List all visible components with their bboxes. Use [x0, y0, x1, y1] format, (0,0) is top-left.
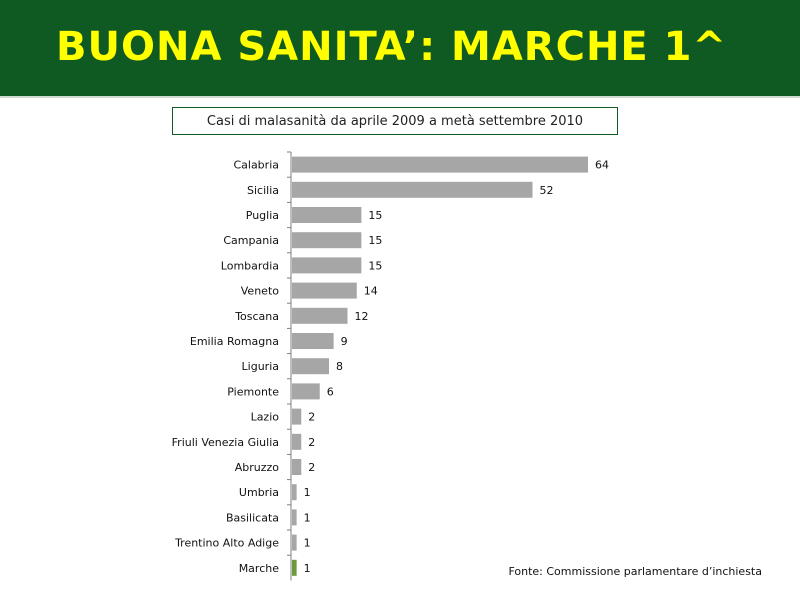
bar [292, 282, 357, 299]
slide-title: BUONA SANITA’: MARCHE 1^ [56, 24, 728, 70]
data-label: 64 [595, 159, 609, 172]
data-label: 2 [308, 436, 315, 449]
data-label: 52 [540, 184, 554, 197]
category-label: Piemonte [227, 385, 279, 398]
bar [292, 534, 297, 551]
data-label: 12 [355, 310, 369, 323]
data-label: 6 [327, 385, 334, 398]
title-banner: BUONA SANITA’: MARCHE 1^ [0, 0, 800, 98]
bar [292, 509, 297, 526]
category-label: Trentino Alto Adige [174, 537, 279, 550]
bar [292, 307, 348, 324]
category-label: Basilicata [226, 511, 279, 524]
bar-chart: Calabria 64 Sicilia 52 Puglia 15 Campania 15 Lom… [172, 151, 609, 581]
bar [292, 181, 533, 198]
category-label: Campania [223, 234, 279, 247]
category-label: Liguria [242, 360, 279, 373]
category-label: Toscana [234, 310, 279, 323]
bar [292, 156, 588, 173]
category-label: Lazio [251, 411, 280, 424]
data-label: 15 [368, 259, 382, 272]
bar [292, 257, 362, 274]
category-label: Abruzzo [235, 461, 280, 474]
data-label: 9 [341, 335, 348, 348]
data-label: 2 [308, 411, 315, 424]
data-label: 1 [304, 486, 311, 499]
category-label: Calabria [233, 159, 279, 172]
category-label: Veneto [241, 285, 279, 298]
source-note: Fonte: Commissione parlamentare d’inchie… [508, 565, 762, 578]
bar [292, 207, 362, 223]
data-label: 8 [336, 360, 343, 373]
category-label: Umbria [239, 486, 279, 499]
bar [292, 333, 334, 349]
data-label: 2 [308, 461, 315, 474]
data-label: 1 [304, 537, 311, 550]
bar [292, 383, 320, 400]
category-label: Friuli Venezia Giulia [172, 436, 279, 449]
bar [292, 232, 362, 249]
category-label: Emilia Romagna [190, 335, 279, 348]
chart-title: Casi di malasanità da aprile 2009 a metà… [172, 107, 618, 135]
data-label: 15 [368, 234, 382, 247]
bar [292, 559, 297, 576]
category-label: Marche [239, 562, 280, 575]
bar [292, 408, 302, 425]
bar [292, 358, 329, 375]
data-label: 15 [368, 209, 382, 222]
category-label: Lombardia [221, 259, 279, 272]
bar [292, 459, 302, 475]
bar [292, 484, 297, 501]
data-label: 1 [304, 562, 311, 575]
category-label: Sicilia [247, 184, 279, 197]
bar [292, 433, 302, 450]
category-label: Puglia [246, 209, 279, 222]
data-label: 14 [364, 285, 378, 298]
data-label: 1 [304, 511, 311, 524]
